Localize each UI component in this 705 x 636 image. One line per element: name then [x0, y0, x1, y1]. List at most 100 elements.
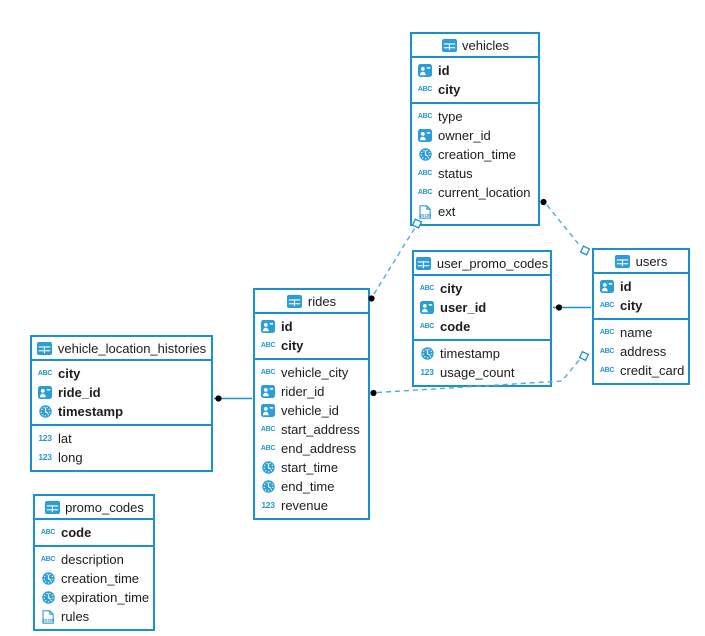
- field-name: city: [440, 281, 463, 296]
- field-row[interactable]: timestamp: [32, 402, 211, 421]
- field-row[interactable]: id: [594, 277, 688, 296]
- field-row[interactable]: creation_time: [412, 145, 538, 164]
- field-row[interactable]: ABC city: [32, 364, 211, 383]
- table-header[interactable]: rides: [255, 290, 368, 314]
- field-name: description: [61, 552, 124, 567]
- field-name: timestamp: [440, 346, 500, 361]
- primary-key-section: ABC city user_id ABC code: [414, 276, 550, 341]
- primary-key-section: id ABC city: [412, 58, 538, 104]
- field-row[interactable]: ABC vehicle_city: [255, 363, 368, 382]
- field-row[interactable]: ABC city: [594, 296, 688, 315]
- field-name: vehicle_city: [281, 365, 349, 380]
- field-row[interactable]: ride_id: [32, 383, 211, 402]
- field-row[interactable]: ABC code: [35, 523, 153, 542]
- field-row[interactable]: vehicle_id: [255, 401, 368, 420]
- table-users[interactable]: users id ABC city ABC name ABC address ABC c…: [592, 248, 690, 385]
- columns-section: ABC name ABC address ABC credit_card: [594, 320, 688, 383]
- field-name: id: [281, 319, 293, 334]
- field-row[interactable]: start_time: [255, 458, 368, 477]
- field-name: end_address: [281, 441, 357, 456]
- field-row[interactable]: ABC code: [414, 317, 550, 336]
- field-name: id: [620, 279, 632, 294]
- columns-section: ABC description creation_time expiration_…: [35, 547, 153, 629]
- table-user-promo-codes[interactable]: user_promo_codes ABC city user_id ABC code…: [412, 250, 552, 387]
- text-icon: ABC: [599, 367, 615, 374]
- table-title: rides: [307, 293, 337, 309]
- field-row[interactable]: id: [412, 61, 538, 80]
- table-promo-codes[interactable]: promo_codes ABC code ABC description creat…: [33, 494, 155, 631]
- json-icon: JSON: [40, 609, 56, 624]
- table-vehicles[interactable]: vehicles id ABC city ABC type owner_id cre…: [410, 32, 540, 226]
- field-name: current_location: [438, 185, 531, 200]
- field-row[interactable]: owner_id: [412, 126, 538, 145]
- table-header[interactable]: user_promo_codes: [414, 252, 550, 276]
- field-row[interactable]: 123 lat: [32, 429, 211, 448]
- field-row[interactable]: 123 long: [32, 448, 211, 467]
- field-name: revenue: [281, 498, 328, 513]
- field-row[interactable]: id: [255, 317, 368, 336]
- field-name: code: [440, 319, 471, 334]
- text-icon: ABC: [40, 556, 56, 563]
- field-row[interactable]: timestamp: [414, 344, 550, 363]
- field-row[interactable]: ABC city: [412, 80, 538, 99]
- table-icon: [44, 500, 60, 514]
- time-icon: [40, 591, 56, 605]
- table-header[interactable]: promo_codes: [35, 496, 153, 520]
- field-row[interactable]: rider_id: [255, 382, 368, 401]
- field-row[interactable]: ABC status: [412, 164, 538, 183]
- text-icon: ABC: [599, 302, 615, 309]
- text-icon: ABC: [419, 323, 435, 330]
- field-row[interactable]: expiration_time: [35, 588, 153, 607]
- columns-section: ABC type owner_id creation_time ABC status…: [412, 104, 538, 224]
- field-row[interactable]: ABC end_address: [255, 439, 368, 458]
- field-name: expiration_time: [61, 590, 150, 605]
- table-title: vehicles: [462, 37, 509, 53]
- field-row[interactable]: ABC city: [414, 279, 550, 298]
- field-row[interactable]: ABC city: [255, 336, 368, 355]
- field-name: long: [58, 450, 83, 465]
- field-row[interactable]: ABC credit_card: [594, 361, 688, 380]
- field-name: city: [281, 338, 304, 353]
- field-name: status: [438, 166, 473, 181]
- field-name: credit_card: [620, 363, 685, 378]
- field-row[interactable]: ABC type: [412, 107, 538, 126]
- field-row[interactable]: end_time: [255, 477, 368, 496]
- field-row[interactable]: JSON rules: [35, 607, 153, 626]
- primary-key-section: ABC code: [35, 520, 153, 547]
- field-row[interactable]: ABC name: [594, 323, 688, 342]
- field-row[interactable]: JSON ext: [412, 202, 538, 221]
- table-header[interactable]: vehicles: [412, 34, 538, 58]
- time-icon: [260, 461, 276, 475]
- field-row[interactable]: user_id: [414, 298, 550, 317]
- table-icon: [441, 38, 457, 52]
- table-icon: [287, 294, 303, 308]
- columns-section: 123 lat 123 long: [32, 426, 211, 470]
- field-name: type: [438, 109, 463, 124]
- text-icon: ABC: [260, 342, 276, 349]
- text-icon: ABC: [260, 426, 276, 433]
- table-rides[interactable]: rides id ABC city ABC vehicle_city rider_i…: [253, 288, 370, 520]
- field-row[interactable]: ABC start_address: [255, 420, 368, 439]
- field-name: code: [61, 525, 92, 540]
- field-name: city: [58, 366, 81, 381]
- table-header[interactable]: users: [594, 250, 688, 274]
- text-icon: ABC: [260, 369, 276, 376]
- field-name: end_time: [281, 479, 335, 494]
- field-name: address: [620, 344, 667, 359]
- field-row[interactable]: 123 usage_count: [414, 363, 550, 382]
- field-name: start_time: [281, 460, 339, 475]
- number-icon: 123: [38, 452, 52, 463]
- field-row[interactable]: ABC current_location: [412, 183, 538, 202]
- field-row[interactable]: ABC address: [594, 342, 688, 361]
- table-icon: [416, 256, 432, 270]
- field-row[interactable]: ABC description: [35, 550, 153, 569]
- time-icon: [37, 405, 53, 419]
- time-icon: [417, 148, 433, 162]
- field-row[interactable]: creation_time: [35, 569, 153, 588]
- table-header[interactable]: vehicle_location_histories: [32, 337, 211, 361]
- text-icon: ABC: [599, 329, 615, 336]
- text-icon: ABC: [37, 370, 53, 377]
- table-vehicle-location-histories[interactable]: vehicle_location_histories ABC city ride_…: [30, 335, 213, 472]
- field-row[interactable]: 123 revenue: [255, 496, 368, 515]
